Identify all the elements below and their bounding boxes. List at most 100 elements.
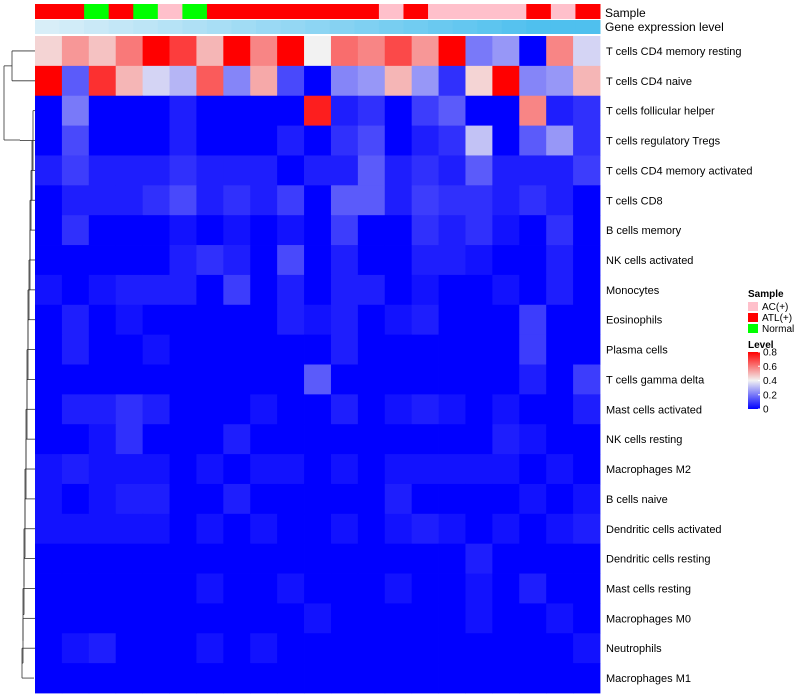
heatmap-cell [357, 304, 386, 336]
heatmap-cell [465, 245, 493, 276]
heatmap-cell [411, 185, 439, 216]
heatmap-cell [546, 36, 574, 67]
heatmap-cell [35, 334, 63, 365]
heatmap-cell [304, 245, 332, 276]
sample-annotation-cell [256, 4, 282, 19]
heatmap-cell [573, 573, 601, 604]
expression-annotation-row [35, 20, 601, 34]
heatmap-cell [357, 274, 386, 306]
heatmap-cell [357, 573, 386, 604]
heatmap-cell [35, 185, 63, 216]
heatmap-cell [115, 663, 144, 694]
heatmap-cell [546, 334, 574, 365]
heatmap-cell [196, 483, 224, 515]
sample-annotation-cell [133, 4, 159, 19]
heatmap-cell [61, 394, 90, 425]
heatmap-cell [88, 394, 117, 425]
heatmap-cell [357, 483, 386, 515]
heatmap-cell [196, 573, 224, 604]
heatmap-cell [35, 454, 63, 485]
heatmap-cell [115, 334, 144, 365]
heatmap-cell [142, 274, 170, 306]
heatmap-cell [115, 125, 144, 156]
heatmap-cell [250, 334, 278, 365]
heatmap-cell [492, 543, 520, 574]
level-tick-label: 0.8 [763, 348, 777, 359]
heatmap-cell [115, 245, 144, 276]
heatmap-cell [169, 394, 197, 425]
row-label: Monocytes [606, 285, 660, 297]
heatmap-cell [169, 543, 197, 574]
sample-annotation-cell [84, 4, 110, 19]
heatmap-cell [330, 603, 359, 634]
row-label: Eosinophils [606, 315, 663, 327]
expression-annotation-cell [550, 20, 576, 34]
heatmap-cell [250, 543, 278, 574]
expression-annotation-cell [280, 20, 306, 34]
sample-legend-label: ATL(+) [762, 313, 792, 324]
heatmap-cell [546, 125, 574, 156]
expression-annotation-cell [305, 20, 331, 34]
sample-annotation-cell [378, 4, 404, 19]
heatmap-cell [438, 125, 466, 156]
heatmap-cell [142, 95, 170, 126]
heatmap-cell [88, 454, 117, 485]
heatmap-cell [277, 513, 305, 545]
heatmap-cell [357, 245, 386, 276]
heatmap-cell [438, 483, 466, 515]
heatmap-cell [169, 245, 197, 276]
sample-annotation-cell [477, 4, 503, 19]
heatmap-cell [304, 543, 332, 574]
expression-annotation-cell [59, 20, 85, 34]
heatmap-cell [492, 185, 520, 216]
heatmap-cell [223, 513, 251, 545]
heatmap-cell [411, 65, 439, 97]
heatmap-cell [519, 543, 547, 574]
heatmap-cell [330, 573, 359, 604]
heatmap-cell [519, 245, 547, 276]
heatmap-cell [546, 274, 574, 306]
heatmap-cell [438, 543, 466, 574]
sample-annotation-cell [231, 4, 257, 19]
heatmap-cell [492, 394, 520, 425]
heatmap-cell [115, 543, 144, 574]
heatmap-cell [357, 663, 386, 694]
heatmap-cell [88, 603, 117, 634]
heatmap-cell [115, 274, 144, 306]
heatmap-cell [573, 95, 601, 126]
heatmap-cell [223, 215, 251, 246]
heatmap-cell [223, 543, 251, 574]
level-tick-label: 0 [763, 405, 769, 416]
expression-annotation-cell [256, 20, 282, 34]
heatmap-cell [61, 663, 90, 694]
heatmap-cell [519, 36, 547, 67]
heatmap-cell [35, 663, 63, 694]
heatmap-cell [492, 633, 520, 664]
row-label: Dendritic cells resting [606, 554, 711, 566]
heatmap-cell [438, 65, 466, 97]
sample-annotation-cell [59, 4, 85, 19]
heatmap-cell [35, 424, 63, 455]
sample-annotation-cell [35, 4, 61, 19]
heatmap-cell [196, 424, 224, 455]
heatmap-cell [411, 334, 439, 365]
heatmap-cell [196, 603, 224, 634]
heatmap-cell [384, 185, 413, 216]
heatmap-cell [384, 603, 413, 634]
heatmap-cell [277, 483, 305, 515]
heatmap-cell [35, 483, 63, 515]
heatmap-cell [223, 125, 251, 156]
heatmap-cell [519, 155, 547, 186]
heatmap-cell [411, 513, 439, 545]
heatmap-cell [115, 95, 144, 126]
heatmap-cell [88, 155, 117, 186]
heatmap-cell [169, 155, 197, 186]
heatmap-cell [250, 245, 278, 276]
sample-legend-swatch [748, 313, 758, 322]
heatmap-cell [196, 543, 224, 574]
heatmap-cell [115, 364, 144, 395]
heatmap-cell [519, 185, 547, 216]
heatmap-cell [573, 603, 601, 634]
heatmap-cell [411, 394, 439, 425]
heatmap-cell [357, 215, 386, 246]
